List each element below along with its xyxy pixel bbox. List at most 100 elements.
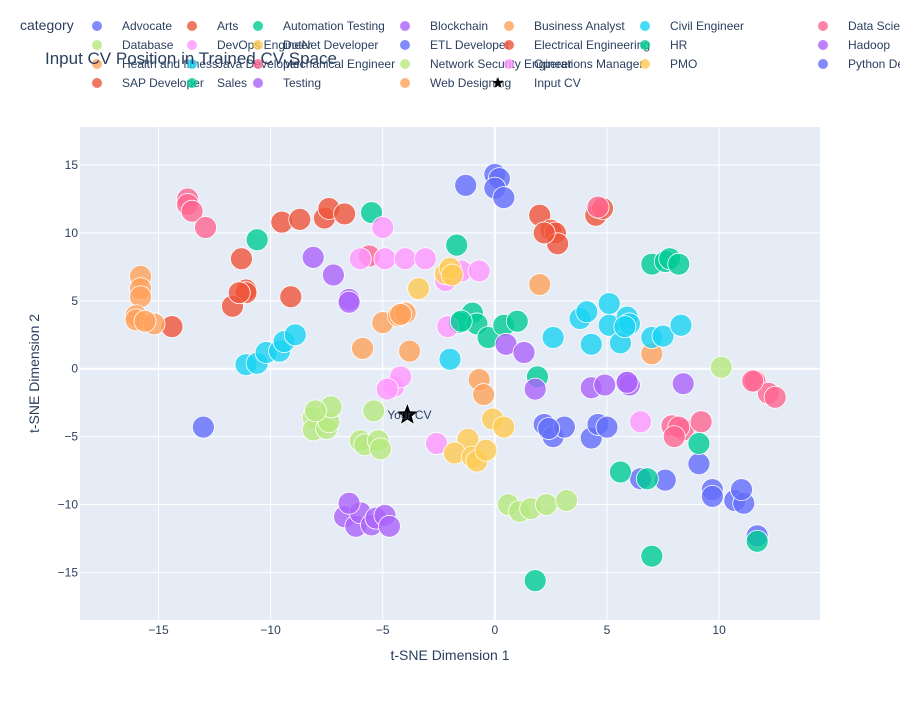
y-tick-label: 0	[71, 362, 78, 376]
data-point	[523, 377, 547, 401]
data-point	[413, 247, 437, 271]
legend-marker	[187, 78, 197, 88]
data-point	[492, 415, 516, 439]
legend-entry: Hadoop	[848, 38, 890, 52]
legend-marker	[818, 21, 828, 31]
legend-marker	[640, 40, 650, 50]
legend-entry: Sales	[217, 76, 247, 90]
data-point	[523, 569, 547, 593]
legend-marker	[504, 21, 514, 31]
data-point	[492, 186, 516, 210]
legend-marker	[504, 40, 514, 50]
data-point	[362, 399, 386, 423]
data-point	[337, 491, 361, 515]
data-point	[445, 233, 469, 257]
data-point	[512, 341, 536, 364]
legend-marker	[92, 78, 102, 88]
legend-marker	[640, 21, 650, 31]
legend-marker	[818, 59, 828, 69]
data-point	[378, 514, 401, 538]
legend-marker	[400, 78, 410, 88]
legend-marker	[640, 59, 650, 69]
x-tick-label: 10	[712, 623, 726, 637]
legend-entry: Operations Manager	[534, 57, 643, 71]
data-point	[245, 228, 269, 252]
legend-entry: Input CV	[534, 76, 581, 90]
data-point	[595, 415, 619, 439]
x-tick-label: −10	[260, 623, 281, 637]
legend-marker	[400, 21, 410, 31]
data-point	[369, 437, 392, 461]
data-point	[194, 216, 217, 239]
data-point	[348, 247, 372, 271]
y-tick-label: 10	[65, 226, 79, 240]
data-point	[575, 300, 599, 324]
data-point	[393, 247, 417, 271]
legend-marker	[92, 21, 102, 31]
legend-marker-star	[492, 77, 504, 88]
data-point	[537, 417, 561, 440]
data-point	[532, 221, 556, 245]
y-tick-label: 15	[65, 158, 79, 172]
legend-marker	[400, 40, 410, 50]
data-point	[700, 485, 724, 508]
data-point	[635, 467, 659, 491]
data-point	[593, 373, 617, 397]
data-point	[615, 370, 639, 394]
x-tick-label: 5	[604, 623, 611, 637]
data-point	[467, 259, 491, 283]
x-tick-label: 0	[492, 623, 499, 637]
legend-entry: DevOps Engineer	[217, 38, 312, 52]
legend-entry: Database	[122, 38, 174, 52]
y-tick-label: −15	[58, 565, 79, 579]
data-point	[371, 216, 395, 239]
data-point	[425, 432, 448, 455]
data-point	[579, 332, 603, 356]
data-point	[640, 544, 664, 568]
y-tick-label: 5	[71, 294, 78, 308]
legend-marker	[253, 59, 263, 69]
data-point	[321, 263, 345, 287]
legend-marker	[504, 59, 514, 69]
x-tick-label: −5	[376, 623, 390, 637]
data-point	[454, 173, 478, 197]
y-tick-label: −5	[64, 430, 78, 444]
legend-entry: PMO	[670, 57, 697, 71]
legend-title: category	[20, 17, 74, 33]
legend-entry: Data Science	[848, 19, 900, 33]
y-tick-label: −10	[58, 498, 79, 512]
data-point	[671, 372, 695, 396]
legend-marker	[187, 59, 197, 69]
data-point	[227, 281, 251, 305]
legend-entry: HR	[670, 38, 688, 52]
data-point	[597, 292, 621, 315]
data-point	[230, 247, 253, 271]
legend-entry: Network Security Engineer	[430, 57, 572, 71]
chart-title: Input CV Position in Trained CV Space	[45, 49, 337, 68]
data-point	[373, 247, 397, 271]
data-point	[279, 285, 303, 309]
data-point	[667, 252, 691, 276]
legend-entry: Advocate	[122, 19, 172, 33]
data-point	[730, 478, 753, 502]
data-point	[689, 410, 713, 434]
data-point	[651, 324, 675, 348]
data-point	[440, 263, 464, 287]
data-point	[333, 202, 357, 226]
legend-marker	[253, 21, 263, 31]
x-tick-label: −15	[148, 623, 169, 637]
data-point	[687, 432, 711, 455]
legend-marker	[253, 40, 263, 50]
legend-entry: Automation Testing	[283, 19, 385, 33]
legend-entry: Blockchain	[430, 19, 488, 33]
data-point	[133, 309, 157, 333]
input-cv-marker	[394, 401, 420, 426]
legend-entry: Arts	[217, 19, 238, 33]
data-point	[375, 377, 399, 401]
legend-marker	[400, 59, 410, 69]
legend-entry: Mechanical Engineer	[283, 57, 395, 71]
data-point	[745, 529, 769, 553]
legend-marker	[92, 40, 102, 50]
data-point	[472, 383, 496, 406]
data-point	[351, 336, 374, 360]
